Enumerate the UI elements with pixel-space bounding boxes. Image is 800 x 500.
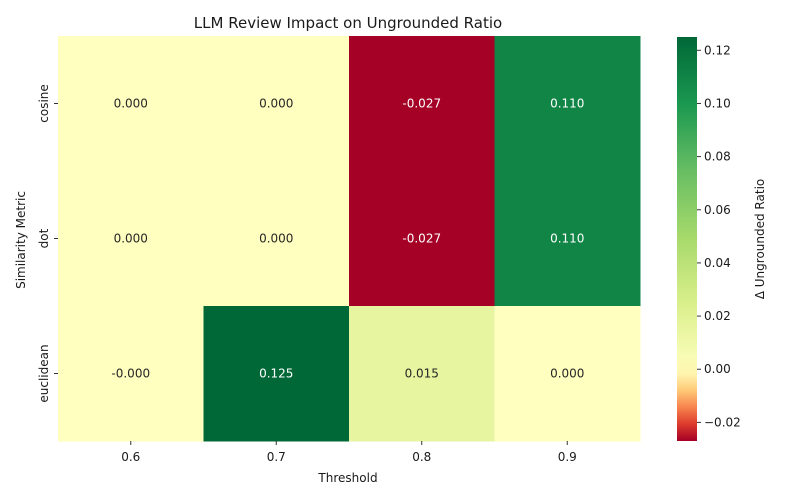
heatmap-cell-dot-0.8: [349, 171, 495, 307]
colorbar-label: Δ Ungrounded Ratio: [753, 179, 767, 300]
heatmap-cell-value-euclidean-0.9: 0.000: [550, 367, 584, 381]
colorbar: [677, 37, 697, 441]
heatmap-cell-cosine-0.9: [494, 36, 641, 172]
heatmap-cell-cosine-0.6: [58, 36, 204, 172]
heatmap-cell-labels: 0.000 0.000 -0.027 0.110 0.000 0.000 -0.027 0.1…: [111, 97, 584, 381]
x-tick-label-0.9: 0.9: [558, 450, 577, 464]
colorbar-tick-label-4: 0.06: [704, 203, 731, 217]
x-axis-ticks: 0.6 0.7 0.8 0.9: [121, 441, 577, 464]
x-axis-label: Threshold: [317, 471, 377, 485]
colorbar-tick-label-6: 0.10: [704, 96, 731, 110]
heatmap-cell-euclidean-0.8: [349, 306, 495, 442]
heatmap-cell-value-cosine-0.6: 0.000: [114, 97, 148, 111]
heatmap-cell-dot-0.9: [494, 171, 641, 307]
y-tick-label-euclidean: euclidean: [37, 344, 51, 402]
heatmap-cell-value-dot-0.8: -0.027: [402, 232, 441, 246]
colorbar-tick-label-2: 0.02: [704, 309, 731, 323]
heatmap-cell-value-euclidean-0.7: 0.125: [259, 367, 293, 381]
heatmap-cell-euclidean-0.6: [58, 306, 204, 442]
heatmap-cells: [58, 36, 641, 442]
heatmap-cell-value-euclidean-0.8: 0.015: [405, 367, 439, 381]
colorbar-tick-label-7: 0.12: [704, 43, 731, 57]
heatmap-cell-cosine-0.7: [203, 36, 350, 172]
x-tick-label-0.8: 0.8: [412, 450, 431, 464]
heatmap-cell-value-cosine-0.7: 0.000: [259, 97, 293, 111]
heatmap-cell-value-dot-0.7: 0.000: [259, 232, 293, 246]
heatmap-cell-dot-0.7: [203, 171, 350, 307]
y-axis-ticks: cosine dot euclidean: [37, 84, 58, 403]
chart-title: LLM Review Impact on Ungrounded Ratio: [194, 14, 502, 32]
heatmap-cell-value-dot-0.6: 0.000: [114, 232, 148, 246]
heatmap-cell-cosine-0.8: [349, 36, 495, 172]
colorbar-tick-label-5: 0.08: [704, 150, 731, 164]
heatmap-cell-euclidean-0.9: [494, 306, 641, 442]
colorbar-tick-label-3: 0.04: [704, 256, 731, 270]
y-axis-label: Similarity Metric: [14, 191, 28, 289]
y-tick-label-cosine: cosine: [37, 84, 51, 123]
colorbar-tick-label-1: 0.00: [704, 362, 731, 376]
heatmap-cell-euclidean-0.7: [203, 306, 350, 442]
heatmap-cell-dot-0.6: [58, 171, 204, 307]
y-tick-label-dot: dot: [37, 228, 51, 248]
heatmap-cell-value-cosine-0.9: 0.110: [550, 97, 584, 111]
heatmap-cell-value-cosine-0.8: -0.027: [402, 97, 441, 111]
x-tick-label-0.6: 0.6: [121, 450, 140, 464]
colorbar-tick-label-0: −0.02: [704, 415, 741, 429]
heatmap-cell-value-dot-0.9: 0.110: [550, 232, 584, 246]
heatmap-cell-value-euclidean-0.6: -0.000: [111, 367, 150, 381]
x-tick-label-0.7: 0.7: [267, 450, 286, 464]
colorbar-ticks: −0.02 0.00 0.02 0.04 0.06 0.08 0.10 0.12: [697, 43, 741, 429]
